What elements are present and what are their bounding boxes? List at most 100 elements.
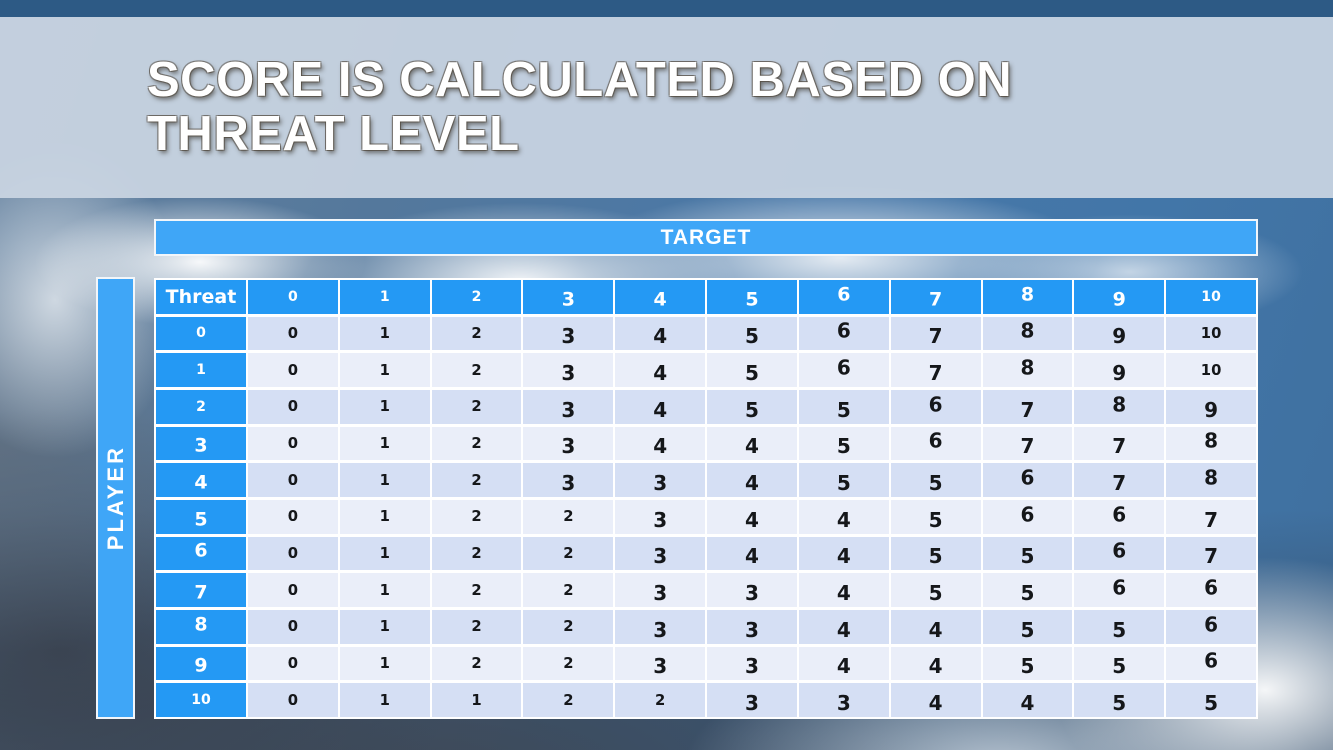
score-cell: 4 (798, 646, 889, 681)
score-cell: 6 (1074, 536, 1165, 571)
score-cell: 0 (248, 316, 338, 351)
score-cell: 6 (798, 353, 889, 387)
score-cell: 5 (707, 390, 797, 424)
score-cell: 4 (707, 500, 797, 534)
score-cell: 2 (431, 536, 522, 571)
row-label-7: 7 (156, 573, 246, 607)
title-line-2: THREAT LEVEL (147, 107, 520, 161)
score-cell: 5 (707, 316, 797, 351)
target-header-bar: TARGET (154, 219, 1258, 256)
score-cell: 1 (339, 390, 430, 424)
score-cell: 4 (890, 610, 981, 644)
score-cell: 9 (1166, 390, 1256, 424)
score-cell: 2 (431, 426, 522, 461)
score-cell: 7 (982, 390, 1073, 424)
score-cell: 4 (798, 610, 889, 644)
score-cell: 4 (615, 353, 706, 387)
score-cell: 1 (339, 646, 430, 681)
score-cell: 1 (339, 610, 430, 644)
score-cell: 2 (523, 500, 614, 534)
score-cell: 2 (431, 463, 522, 497)
score-cell: 5 (798, 390, 889, 424)
score-cell: 2 (523, 610, 614, 644)
score-cell: 7 (982, 426, 1073, 461)
score-cell: 1 (339, 573, 430, 607)
score-cell: 5 (707, 353, 797, 387)
score-cell: 0 (248, 500, 338, 534)
score-cell: 3 (615, 573, 706, 607)
row-label-5: 5 (156, 500, 246, 534)
score-cell: 4 (798, 573, 889, 607)
score-cell: 4 (615, 316, 706, 351)
score-cell: 3 (798, 683, 889, 717)
row-label-9: 9 (156, 646, 246, 681)
score-cell: 4 (798, 536, 889, 571)
column-header-7: 7 (890, 280, 981, 314)
score-cell: 0 (248, 463, 338, 497)
score-cell: 0 (248, 646, 338, 681)
score-cell: 5 (982, 646, 1073, 681)
column-header-9: 9 (1074, 280, 1165, 314)
score-cell: 3 (707, 646, 797, 681)
score-cell: 3 (615, 463, 706, 497)
column-header-3: 3 (523, 280, 614, 314)
score-cell: 8 (1166, 426, 1256, 461)
score-cell: 3 (615, 646, 706, 681)
score-cell: 2 (431, 646, 522, 681)
score-cell: 0 (248, 390, 338, 424)
score-cell: 6 (1166, 573, 1256, 607)
score-cell: 8 (982, 316, 1073, 351)
score-cell: 8 (982, 353, 1073, 387)
score-cell: 6 (798, 316, 889, 351)
score-cell: 6 (982, 500, 1073, 534)
score-cell: 3 (707, 573, 797, 607)
score-cell: 4 (982, 683, 1073, 717)
score-cell: 4 (707, 536, 797, 571)
score-cell: 4 (707, 426, 797, 461)
score-cell: 5 (890, 463, 981, 497)
row-label-1: 1 (156, 353, 246, 387)
column-header-0: 0 (248, 280, 338, 314)
top-accent-bar (0, 0, 1333, 17)
score-cell: 4 (615, 390, 706, 424)
title-line-1: SCORE IS CALCULATED BASED ON (147, 53, 1013, 107)
score-cell: 5 (890, 536, 981, 571)
score-cell: 6 (1074, 573, 1165, 607)
score-cell: 7 (1166, 536, 1256, 571)
score-cell: 9 (1074, 353, 1165, 387)
score-cell: 2 (523, 573, 614, 607)
target-label: TARGET (660, 225, 752, 249)
score-cell: 1 (339, 683, 430, 717)
score-cell: 4 (615, 426, 706, 461)
score-cell: 2 (431, 610, 522, 644)
column-header-8: 8 (982, 280, 1073, 314)
score-cell: 6 (1166, 610, 1256, 644)
score-cell: 5 (1074, 646, 1165, 681)
score-cell: 5 (1074, 610, 1165, 644)
score-cell: 8 (1166, 463, 1256, 497)
score-cell: 6 (890, 390, 981, 424)
score-cell: 3 (707, 683, 797, 717)
score-cell: 8 (1074, 390, 1165, 424)
score-cell: 1 (339, 426, 430, 461)
score-cell: 3 (523, 316, 614, 351)
score-cell: 2 (431, 353, 522, 387)
score-cell: 1 (431, 683, 522, 717)
score-cell: 2 (523, 646, 614, 681)
slide-title: SCORE IS CALCULATED BASED ON THREAT LEVE… (147, 53, 1012, 161)
score-cell: 0 (248, 610, 338, 644)
score-cell: 1 (339, 353, 430, 387)
score-cell: 5 (982, 536, 1073, 571)
score-cell: 5 (1074, 683, 1165, 717)
row-label-6: 6 (156, 536, 246, 571)
score-cell: 5 (798, 426, 889, 461)
score-cell: 0 (248, 426, 338, 461)
score-cell: 7 (1166, 500, 1256, 534)
score-cell: 5 (982, 610, 1073, 644)
score-cell: 3 (615, 536, 706, 571)
column-header-1: 1 (339, 280, 430, 314)
title-band: SCORE IS CALCULATED BASED ON THREAT LEVE… (0, 17, 1333, 198)
row-label-8: 8 (156, 610, 246, 644)
score-cell: 2 (523, 683, 614, 717)
